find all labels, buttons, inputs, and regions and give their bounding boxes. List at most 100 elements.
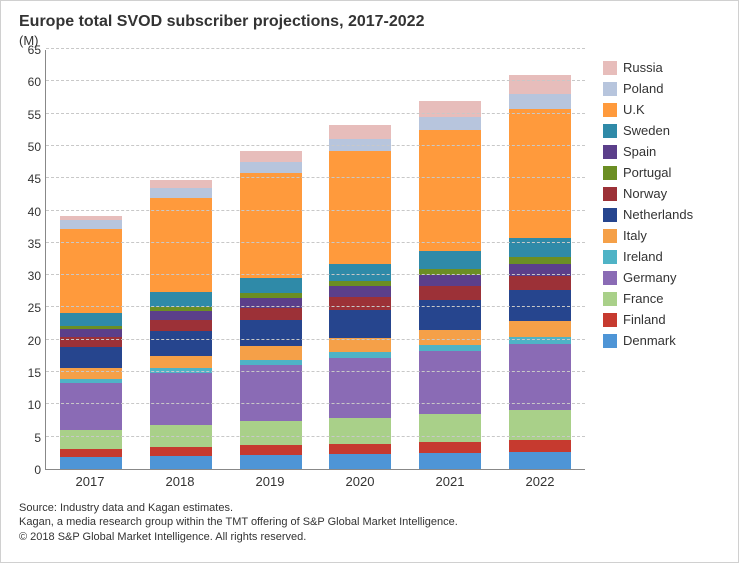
bar-segment: [419, 453, 481, 469]
bar-segment: [509, 290, 571, 321]
legend-swatch: [603, 250, 617, 264]
chart-footer: Source: Industry data and Kagan estimate…: [19, 501, 726, 544]
legend-swatch: [603, 61, 617, 75]
x-tick-label: 2022: [526, 474, 555, 489]
bar-segment: [419, 330, 481, 345]
legend-item: Germany: [603, 270, 693, 285]
legend-label: Italy: [623, 228, 647, 243]
y-tick-label: 45: [28, 172, 41, 186]
legend: RussiaPolandU.KSwedenSpainPortugalNorway…: [603, 60, 693, 348]
bar-column: [329, 125, 391, 469]
legend-item: Denmark: [603, 333, 693, 348]
bar-segment: [150, 311, 212, 320]
legend-item: Norway: [603, 186, 693, 201]
bar-segment: [240, 278, 302, 294]
grid-line: [46, 48, 585, 49]
bar-segment: [60, 337, 122, 347]
x-tick-label: 2017: [76, 474, 105, 489]
bar-segment: [150, 356, 212, 368]
bar-segment: [60, 457, 122, 469]
bar-segment: [329, 286, 391, 296]
legend-label: Sweden: [623, 123, 670, 138]
chart-row: 05101520253035404550556065 RussiaPolandU…: [19, 50, 726, 470]
legend-label: Germany: [623, 270, 676, 285]
bar-segment: [150, 447, 212, 456]
bar-segment: [509, 94, 571, 109]
bar-segment: [240, 445, 302, 455]
legend-label: France: [623, 291, 663, 306]
bar-column: [240, 151, 302, 469]
bar-segment: [509, 109, 571, 238]
bar-segment: [509, 321, 571, 337]
bar-segment: [329, 151, 391, 264]
legend-label: Norway: [623, 186, 667, 201]
bar-segment: [329, 297, 391, 311]
legend-label: Netherlands: [623, 207, 693, 222]
legend-swatch: [603, 271, 617, 285]
y-tick-label: 10: [28, 398, 41, 412]
bar-segment: [150, 425, 212, 447]
bar-segment: [60, 347, 122, 368]
bar-segment: [240, 320, 302, 346]
bar-segment: [150, 373, 212, 425]
bar-segment: [60, 430, 122, 449]
legend-label: U.K: [623, 102, 645, 117]
bar-segment: [329, 264, 391, 281]
bar-segment: [240, 365, 302, 421]
bar-segment: [150, 198, 212, 293]
chart-title: Europe total SVOD subscriber projections…: [19, 13, 726, 31]
bar-segment: [329, 125, 391, 139]
bar-column: [150, 180, 212, 469]
legend-swatch: [603, 145, 617, 159]
bar-column: [509, 75, 571, 469]
legend-swatch: [603, 124, 617, 138]
legend-swatch: [603, 166, 617, 180]
bar-segment: [60, 313, 122, 326]
legend-item: Poland: [603, 81, 693, 96]
y-tick-label: 0: [34, 463, 41, 477]
legend-label: Denmark: [623, 333, 676, 348]
legend-label: Ireland: [623, 249, 663, 264]
legend-item: Italy: [603, 228, 693, 243]
legend-swatch: [603, 82, 617, 96]
source-line-2: Kagan, a media research group within the…: [19, 515, 726, 529]
y-tick-label: 55: [28, 108, 41, 122]
bar-segment: [240, 151, 302, 162]
bar-segment: [509, 410, 571, 440]
y-axis: 05101520253035404550556065: [19, 50, 45, 470]
bar-segment: [419, 351, 481, 414]
bar-segment: [240, 308, 302, 320]
legend-swatch: [603, 334, 617, 348]
legend-item: Portugal: [603, 165, 693, 180]
y-axis-label: (M): [19, 33, 726, 48]
bar-segment: [329, 454, 391, 469]
bars-group: [46, 50, 585, 469]
legend-item: U.K: [603, 102, 693, 117]
bar-segment: [240, 173, 302, 278]
legend-swatch: [603, 292, 617, 306]
y-tick-label: 30: [28, 269, 41, 283]
bar-segment: [419, 130, 481, 251]
legend-label: Portugal: [623, 165, 671, 180]
legend-swatch: [603, 313, 617, 327]
legend-item: France: [603, 291, 693, 306]
legend-swatch: [603, 103, 617, 117]
bar-segment: [509, 264, 571, 276]
bar-segment: [150, 320, 212, 332]
bar-segment: [509, 238, 571, 257]
bar-segment: [419, 101, 481, 117]
y-tick-label: 20: [28, 334, 41, 348]
legend-label: Russia: [623, 60, 663, 75]
legend-item: Netherlands: [603, 207, 693, 222]
legend-swatch: [603, 208, 617, 222]
y-tick-label: 40: [28, 205, 41, 219]
bar-segment: [419, 117, 481, 131]
bar-segment: [329, 444, 391, 454]
bar-segment: [60, 229, 122, 313]
plot-area: [45, 50, 585, 470]
bar-segment: [150, 331, 212, 355]
bar-segment: [60, 329, 122, 337]
bar-segment: [240, 455, 302, 469]
bar-segment: [329, 358, 391, 418]
bar-segment: [419, 251, 481, 269]
